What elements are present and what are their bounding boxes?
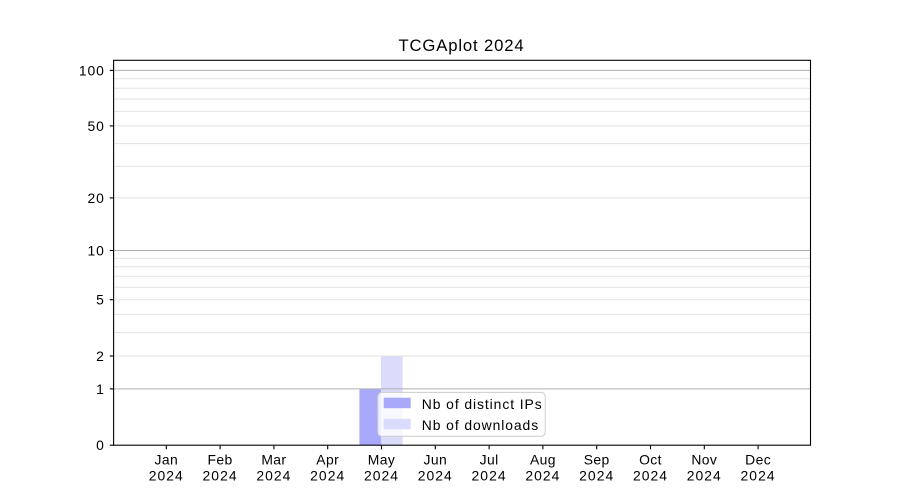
- svg-text:Nov: Nov: [691, 452, 717, 468]
- svg-text:20: 20: [88, 190, 105, 206]
- svg-text:Mar: Mar: [261, 452, 286, 468]
- svg-text:2024: 2024: [472, 468, 507, 484]
- svg-text:Feb: Feb: [208, 452, 233, 468]
- svg-text:2024: 2024: [364, 468, 399, 484]
- svg-text:0: 0: [96, 437, 105, 453]
- svg-text:Aug: Aug: [530, 452, 556, 468]
- svg-text:Jul: Jul: [480, 452, 499, 468]
- svg-text:TCGAplot 2024: TCGAplot 2024: [398, 36, 524, 55]
- svg-text:Apr: Apr: [316, 452, 339, 468]
- svg-text:Sep: Sep: [584, 452, 610, 468]
- svg-text:5: 5: [96, 292, 105, 308]
- svg-text:2024: 2024: [687, 468, 722, 484]
- svg-text:Dec: Dec: [745, 452, 771, 468]
- svg-text:2024: 2024: [525, 468, 560, 484]
- svg-text:2024: 2024: [418, 468, 453, 484]
- svg-text:2024: 2024: [741, 468, 776, 484]
- svg-text:2: 2: [96, 348, 105, 364]
- svg-text:1: 1: [96, 381, 105, 397]
- svg-text:Jan: Jan: [154, 452, 178, 468]
- svg-text:2024: 2024: [633, 468, 668, 484]
- svg-text:2024: 2024: [256, 468, 291, 484]
- svg-text:2024: 2024: [149, 468, 184, 484]
- svg-text:Jun: Jun: [423, 452, 447, 468]
- svg-text:May: May: [368, 452, 395, 468]
- svg-text:2024: 2024: [310, 468, 345, 484]
- svg-text:100: 100: [79, 63, 105, 79]
- svg-text:Nb of downloads: Nb of downloads: [422, 417, 539, 433]
- svg-text:10: 10: [88, 243, 105, 259]
- svg-text:50: 50: [88, 118, 105, 134]
- svg-text:2024: 2024: [579, 468, 614, 484]
- svg-text:2024: 2024: [203, 468, 238, 484]
- svg-text:Oct: Oct: [639, 452, 662, 468]
- svg-text:Nb of distinct IPs: Nb of distinct IPs: [422, 396, 543, 412]
